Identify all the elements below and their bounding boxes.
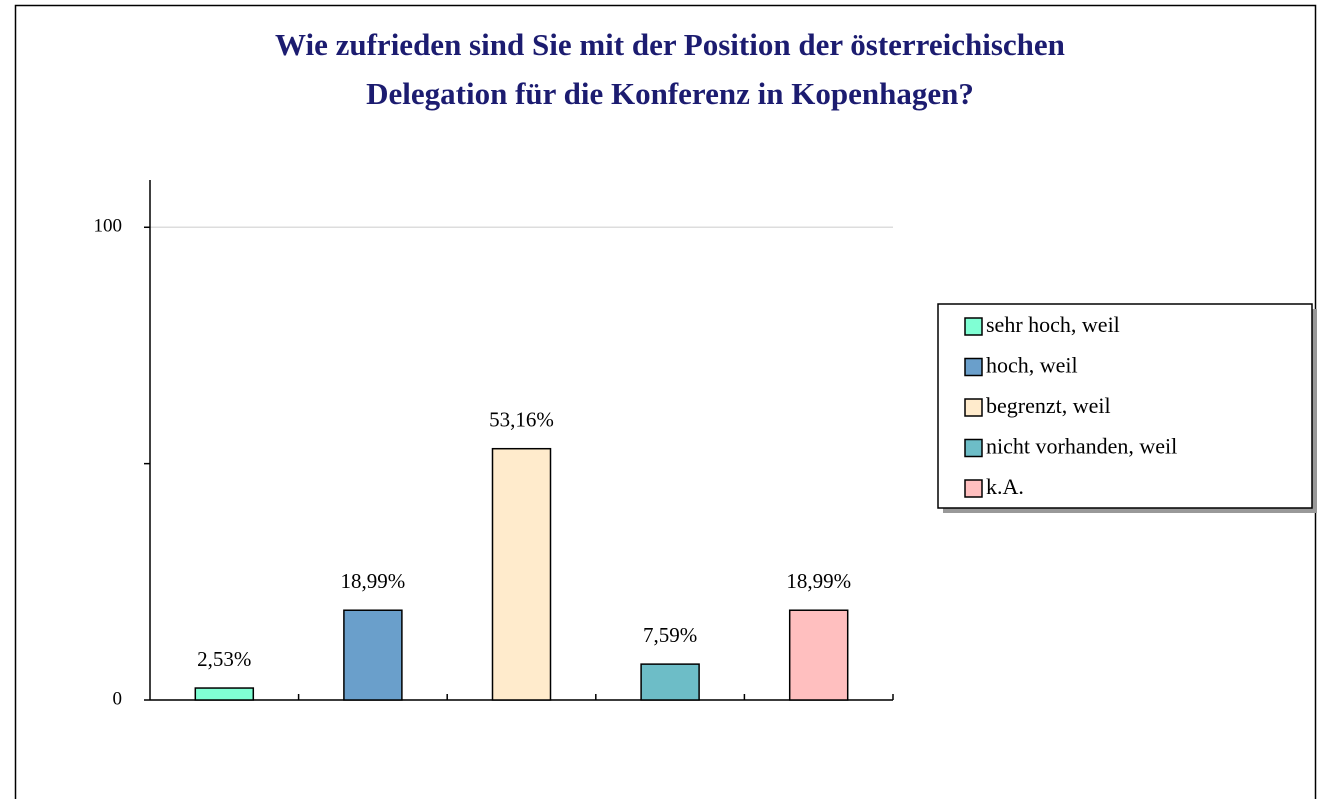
legend-label: sehr hoch, weil [986,312,1120,337]
value-label: 2,53% [197,647,251,671]
legend-swatch [964,479,983,498]
legend-swatch [964,357,983,377]
bar [343,609,403,701]
chart-title: Wie zufrieden sind Sie mit der Position … [275,27,1065,62]
bar [491,447,552,701]
value-label: 7,59% [643,623,697,647]
legend-label: hoch, weil [986,353,1078,378]
legend-swatch [964,438,983,458]
bar [194,687,255,701]
y-tick-label: 0 [113,688,123,709]
bar [788,609,849,701]
legend-swatch [964,317,983,336]
legend-label: nicht vorhanden, weil [986,434,1177,459]
legend-label: begrenzt, weil [986,393,1111,418]
legend [937,303,1313,509]
value-label: 53,16% [489,408,554,432]
value-label: 18,99% [786,569,851,593]
y-tick-label: 100 [94,216,123,237]
value-label: 18,99% [341,569,406,593]
legend-label: k.A. [986,474,1024,499]
chart-title: Delegation für die Konferenz in Kopenhag… [366,76,974,111]
bar [640,663,700,701]
legend-swatch [964,398,983,417]
